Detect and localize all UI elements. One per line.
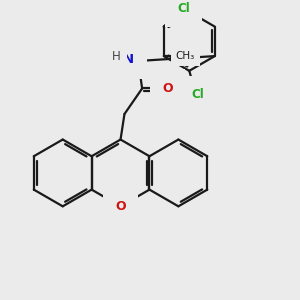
Text: O: O: [162, 82, 173, 95]
Text: Cl: Cl: [192, 88, 205, 101]
Text: O: O: [115, 200, 126, 213]
Text: H: H: [112, 50, 121, 63]
Text: CH₃: CH₃: [176, 51, 195, 61]
Text: N: N: [123, 52, 134, 65]
Text: Cl: Cl: [177, 2, 190, 15]
